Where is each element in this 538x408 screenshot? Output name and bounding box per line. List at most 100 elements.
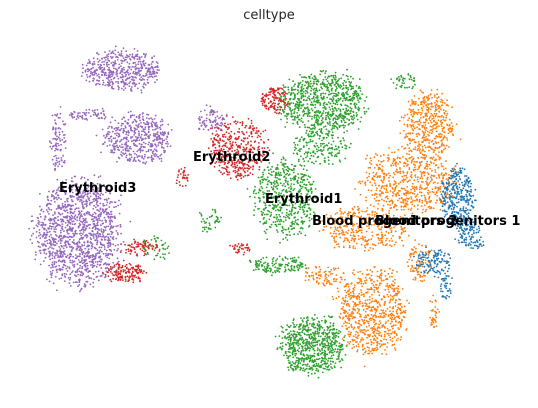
scatter-point <box>300 350 303 352</box>
scatter-point <box>304 92 307 95</box>
scatter-point <box>63 250 66 252</box>
scatter-point <box>310 342 313 345</box>
scatter-point <box>51 254 54 257</box>
scatter-point <box>97 279 100 282</box>
scatter-point <box>97 63 100 66</box>
scatter-point <box>320 152 323 155</box>
scatter-point <box>324 335 327 338</box>
scatter-point <box>338 85 340 88</box>
scatter-point <box>114 278 117 281</box>
scatter-point <box>132 81 135 84</box>
scatter-point <box>272 260 274 263</box>
scatter-point <box>241 130 243 133</box>
scatter-point <box>81 206 84 208</box>
scatter-point <box>344 353 347 356</box>
scatter-point <box>51 264 54 267</box>
scatter-point <box>303 328 305 331</box>
scatter-point <box>267 107 270 109</box>
scatter-point <box>273 99 275 101</box>
scatter-point <box>292 152 295 155</box>
scatter-point <box>151 57 153 60</box>
scatter-point <box>69 285 72 287</box>
scatter-point <box>299 190 301 193</box>
scatter-point <box>54 222 57 225</box>
scatter-point <box>78 240 80 243</box>
scatter-point <box>92 286 95 288</box>
scatter-point <box>80 288 82 291</box>
scatter-point <box>338 360 341 363</box>
scatter-point <box>350 121 353 124</box>
scatter-point <box>242 176 245 178</box>
scatter-point <box>323 354 325 356</box>
scatter-point <box>67 232 69 235</box>
scatter-point <box>305 320 308 323</box>
scatter-point <box>279 342 282 345</box>
scatter-point <box>176 179 178 182</box>
scatter-point <box>54 201 56 203</box>
scatter-point <box>281 108 284 111</box>
scatter-point <box>261 214 264 217</box>
scatter-point <box>324 83 326 86</box>
scatter-point <box>245 125 247 127</box>
scatter-point <box>84 234 86 237</box>
scatter-point <box>357 109 360 112</box>
scatter-point <box>284 216 287 219</box>
scatter-point <box>111 267 114 269</box>
scatter-point <box>311 360 314 363</box>
scatter-point <box>294 115 297 118</box>
scatter-point <box>307 333 310 336</box>
scatter-point <box>92 235 95 238</box>
scatter-point <box>320 127 323 130</box>
scatter-point <box>293 169 295 171</box>
scatter-point <box>322 92 325 95</box>
scatter-point <box>88 80 91 83</box>
scatter-point <box>281 330 283 333</box>
scatter-point <box>153 70 156 73</box>
scatter-point <box>299 188 301 191</box>
scatter-point <box>346 104 348 107</box>
scatter-point <box>284 181 287 183</box>
scatter-point <box>299 332 301 334</box>
scatter-point <box>145 67 148 70</box>
scatter-point <box>98 59 101 62</box>
scatter-point <box>297 360 300 362</box>
scatter-point <box>338 348 341 351</box>
scatter-point <box>98 235 100 238</box>
scatter-point <box>294 177 297 180</box>
scatter-point <box>297 177 300 179</box>
scatter-point <box>70 208 73 211</box>
scatter-point <box>70 205 72 208</box>
scatter-point <box>67 276 70 279</box>
scatter-point <box>108 202 111 205</box>
scatter-point <box>101 74 103 77</box>
scatter-point <box>274 102 276 105</box>
scatter-point <box>313 91 315 94</box>
scatter-point <box>296 153 299 156</box>
scatter-point <box>44 244 47 247</box>
scatter-point <box>162 253 164 256</box>
scatter-point <box>51 269 54 272</box>
scatter-point <box>61 212 64 215</box>
scatter-point <box>257 134 260 137</box>
scatter-point <box>127 279 130 281</box>
scatter-point <box>121 60 124 62</box>
scatter-point <box>310 154 313 157</box>
scatter-point <box>69 273 72 276</box>
scatter-point <box>352 98 354 100</box>
scatter-point <box>288 334 291 337</box>
scatter-point <box>299 138 302 141</box>
scatter-point <box>292 80 294 82</box>
scatter-point <box>323 315 326 318</box>
scatter-point <box>96 263 99 266</box>
scatter-point <box>69 210 72 213</box>
scatter-point <box>47 213 50 215</box>
scatter-point <box>105 235 108 238</box>
scatter-point <box>239 121 242 124</box>
scatter-point <box>313 144 316 147</box>
scatter-point <box>331 367 334 370</box>
scatter-point <box>90 214 93 217</box>
scatter-point <box>209 228 212 231</box>
scatter-point <box>92 77 95 80</box>
scatter-point <box>152 245 155 248</box>
scatter-point <box>110 219 113 222</box>
